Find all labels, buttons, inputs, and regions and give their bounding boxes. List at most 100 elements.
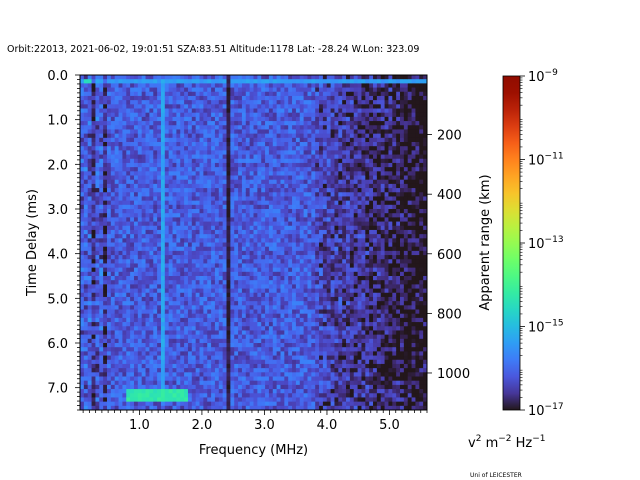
heatmap-cell bbox=[99, 209, 104, 214]
heatmap-cell bbox=[168, 104, 173, 109]
heatmap-cell bbox=[153, 343, 158, 348]
heatmap-cell bbox=[203, 372, 208, 377]
heatmap-cell bbox=[114, 393, 119, 398]
heatmap-cell bbox=[187, 213, 193, 218]
heatmap-cell bbox=[311, 192, 316, 197]
heatmap-cell bbox=[315, 183, 320, 189]
heatmap-cell bbox=[280, 276, 285, 281]
heatmap-cell bbox=[157, 301, 162, 306]
heatmap-cell bbox=[87, 167, 92, 172]
heatmap-cell bbox=[307, 347, 312, 352]
heatmap-cell bbox=[234, 129, 239, 135]
heatmap-cell bbox=[87, 188, 92, 193]
heatmap-cell bbox=[164, 209, 170, 214]
heatmap-cell bbox=[276, 271, 281, 277]
heatmap-cell bbox=[191, 343, 197, 348]
heatmap-cell bbox=[280, 137, 285, 143]
heatmap-cell bbox=[249, 280, 254, 285]
heatmap-cell bbox=[222, 234, 227, 239]
heatmap-cell bbox=[99, 301, 104, 306]
heatmap-cell bbox=[180, 393, 185, 398]
heatmap-cell bbox=[295, 188, 301, 193]
heatmap-cell bbox=[226, 175, 231, 181]
heatmap-cell bbox=[211, 171, 216, 176]
heatmap-cell bbox=[253, 225, 258, 231]
heatmap-cell bbox=[157, 376, 162, 382]
heatmap-cell bbox=[265, 171, 270, 176]
heatmap-cell bbox=[265, 104, 270, 109]
heatmap-cell bbox=[172, 179, 177, 185]
heatmap-cell bbox=[272, 326, 278, 331]
heatmap-cell bbox=[133, 154, 139, 160]
heatmap-cell bbox=[184, 309, 189, 315]
heatmap-cell bbox=[83, 347, 89, 352]
heatmap-cell bbox=[303, 125, 308, 130]
heatmap-cell bbox=[103, 167, 108, 172]
heatmap-cell bbox=[95, 221, 100, 227]
heatmap-cell bbox=[80, 305, 85, 310]
heatmap-cell bbox=[319, 179, 324, 185]
heatmap-cell bbox=[137, 368, 143, 373]
heatmap-cell bbox=[91, 188, 96, 193]
heatmap-cell bbox=[199, 171, 204, 176]
heatmap-cell bbox=[238, 347, 243, 352]
heatmap-cell bbox=[261, 242, 266, 248]
heatmap-cell bbox=[241, 87, 247, 93]
heatmap-cell bbox=[99, 75, 104, 80]
heatmap-cell bbox=[80, 280, 85, 285]
heatmap-cell bbox=[222, 271, 227, 277]
heatmap-cell bbox=[195, 171, 200, 176]
heatmap-cell bbox=[187, 95, 193, 101]
heatmap-cell bbox=[245, 121, 251, 126]
heatmap-cell bbox=[288, 405, 293, 410]
heatmap-cell bbox=[157, 213, 162, 218]
heatmap-cell bbox=[234, 343, 239, 348]
heatmap-cell bbox=[203, 380, 208, 386]
heatmap-cell bbox=[176, 380, 181, 386]
heatmap-cell bbox=[137, 271, 143, 277]
heatmap-cell bbox=[106, 405, 112, 410]
heatmap-cell bbox=[180, 95, 185, 101]
heatmap-cell bbox=[122, 95, 127, 101]
heatmap-cell bbox=[160, 146, 166, 151]
heatmap-cell bbox=[199, 196, 204, 202]
heatmap-cell bbox=[99, 188, 104, 193]
heatmap-cell bbox=[168, 242, 173, 248]
heatmap-cell bbox=[276, 334, 281, 340]
heatmap-cell bbox=[118, 167, 123, 172]
heatmap-cell bbox=[265, 363, 270, 369]
heatmap-cell bbox=[164, 276, 170, 281]
heatmap-cell bbox=[272, 95, 278, 101]
heatmap-cell bbox=[203, 326, 208, 331]
heatmap-cell bbox=[214, 121, 220, 126]
heatmap-cell bbox=[141, 405, 146, 410]
heatmap-cell bbox=[276, 401, 281, 407]
heatmap-cell bbox=[180, 213, 185, 218]
heatmap-cell bbox=[118, 363, 123, 369]
heatmap-cell bbox=[195, 380, 200, 386]
heatmap-cell bbox=[133, 267, 139, 273]
heatmap-cell bbox=[133, 116, 139, 122]
heatmap-cell bbox=[238, 225, 243, 231]
heatmap-cell bbox=[80, 83, 85, 88]
heatmap-cell bbox=[168, 108, 173, 114]
heatmap-cell bbox=[295, 167, 301, 172]
heatmap-cell bbox=[249, 75, 254, 80]
heatmap-cell bbox=[295, 183, 301, 189]
heatmap-cell bbox=[234, 179, 239, 185]
heatmap-cell bbox=[319, 171, 324, 176]
heatmap-cell bbox=[130, 372, 135, 377]
heatmap-cell bbox=[122, 246, 127, 252]
heatmap-cell bbox=[265, 296, 270, 302]
heatmap-cell bbox=[133, 213, 139, 218]
heatmap-cell bbox=[122, 175, 127, 181]
heatmap-cell bbox=[303, 288, 308, 294]
heatmap-cell bbox=[160, 393, 166, 398]
heatmap-cell bbox=[311, 355, 316, 361]
heatmap-cell bbox=[141, 217, 146, 222]
heatmap-cell bbox=[207, 322, 212, 327]
heatmap-cell bbox=[292, 171, 297, 176]
heatmap-cell bbox=[307, 351, 312, 356]
heatmap-cell bbox=[238, 196, 243, 202]
heatmap-cell bbox=[211, 305, 216, 310]
